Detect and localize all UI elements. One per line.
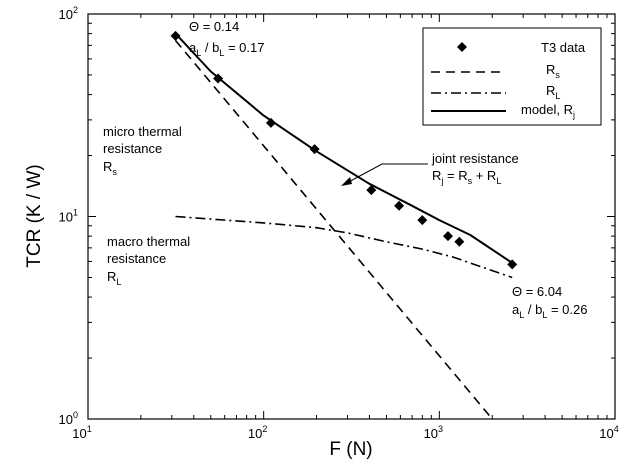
data-point-t3	[417, 215, 428, 226]
x-tick-label: 101	[72, 424, 91, 441]
data-point-t3	[394, 200, 405, 211]
legend-label-rs: Rs	[546, 62, 560, 80]
annotation-top-theta: Θ = 0.14	[189, 19, 239, 34]
data-markers	[170, 30, 518, 270]
data-point-t3	[366, 185, 377, 196]
legend-label-t3: T3 data	[541, 40, 586, 55]
legend-label-model: model, Rj	[521, 102, 575, 120]
data-point-t3	[454, 236, 465, 247]
x-axis-title: F (N)	[329, 439, 372, 460]
legend-box	[422, 27, 602, 126]
series-line-dashed	[174, 39, 493, 420]
data-point-t3	[213, 73, 224, 84]
annotation-macro-line2: resistance	[107, 251, 166, 266]
x-tick-label: 103	[424, 424, 443, 441]
x-tick-label: 102	[248, 424, 267, 441]
annotation-joint-line1: joint resistance	[431, 151, 519, 166]
annotation-bottom-ratio: aL / bL = 0.26	[512, 302, 587, 320]
data-point-t3	[507, 259, 518, 270]
annotation-top-ratio: aL / bL = 0.17	[189, 40, 264, 58]
series-lines	[174, 32, 513, 420]
annotation-micro-r: Rs	[103, 159, 117, 177]
data-point-t3	[309, 144, 320, 155]
legend-marker-t3	[457, 42, 467, 52]
annotation-micro-line2: resistance	[103, 141, 162, 156]
x-tick-label: 104	[599, 424, 618, 441]
series-line-dash-dot	[175, 215, 513, 279]
annotation-macro-line1: macro thermal	[107, 234, 190, 249]
y-axis-title: TCR (K / W)	[24, 164, 45, 267]
series-line-solid	[174, 32, 513, 264]
annotation-macro-r: RL	[107, 269, 121, 287]
data-point-t3	[442, 231, 453, 242]
data-point-t3	[265, 117, 276, 128]
legend-label-rl: RL	[546, 83, 560, 101]
y-tick-label: 100	[59, 410, 78, 427]
annotation-joint-eq: Rj = Rs + RL	[432, 168, 501, 186]
annotation-micro-line1: micro thermal	[103, 124, 182, 139]
joint-resistance-leader	[342, 163, 428, 186]
joint-resistance-arrowhead	[341, 177, 352, 186]
legend: T3 data Rs RL model, Rj	[422, 27, 602, 126]
y-tick-label: 101	[59, 208, 78, 225]
annotation-bottom-theta: Θ = 6.04	[512, 284, 562, 299]
y-tick-label: 102	[59, 5, 78, 22]
data-point-t3	[170, 30, 181, 41]
